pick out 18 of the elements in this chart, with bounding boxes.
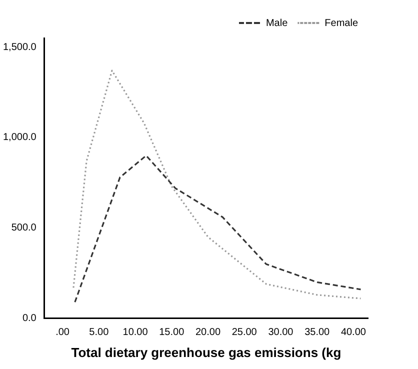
x-axis-title: Total dietary greenhouse gas emissions (kg [71,344,342,360]
legend-label: Female [324,18,358,29]
x-tick-label: 30.00 [268,327,294,338]
x-tick-label: 25.00 [232,327,258,338]
x-tick-label: 20.00 [195,327,221,338]
y-tick-label: 0.0 [22,313,37,324]
x-tick-label: 40.00 [340,327,366,338]
line-series [74,154,362,303]
x-tick-label: 10.00 [122,327,148,338]
legend-label: Male [266,18,288,29]
x-tick-label: 15.00 [159,327,185,338]
x-tick-label: 5.00 [89,327,110,338]
y-tick-label: 1,500.0 [2,42,37,53]
x-tick-label: 35.00 [304,327,330,338]
line-series [72,70,362,300]
y-tick-label: 1,000.0 [2,132,37,144]
y-tick-label: 500.0 [11,222,37,234]
x-tick-label: .00 [56,327,70,338]
